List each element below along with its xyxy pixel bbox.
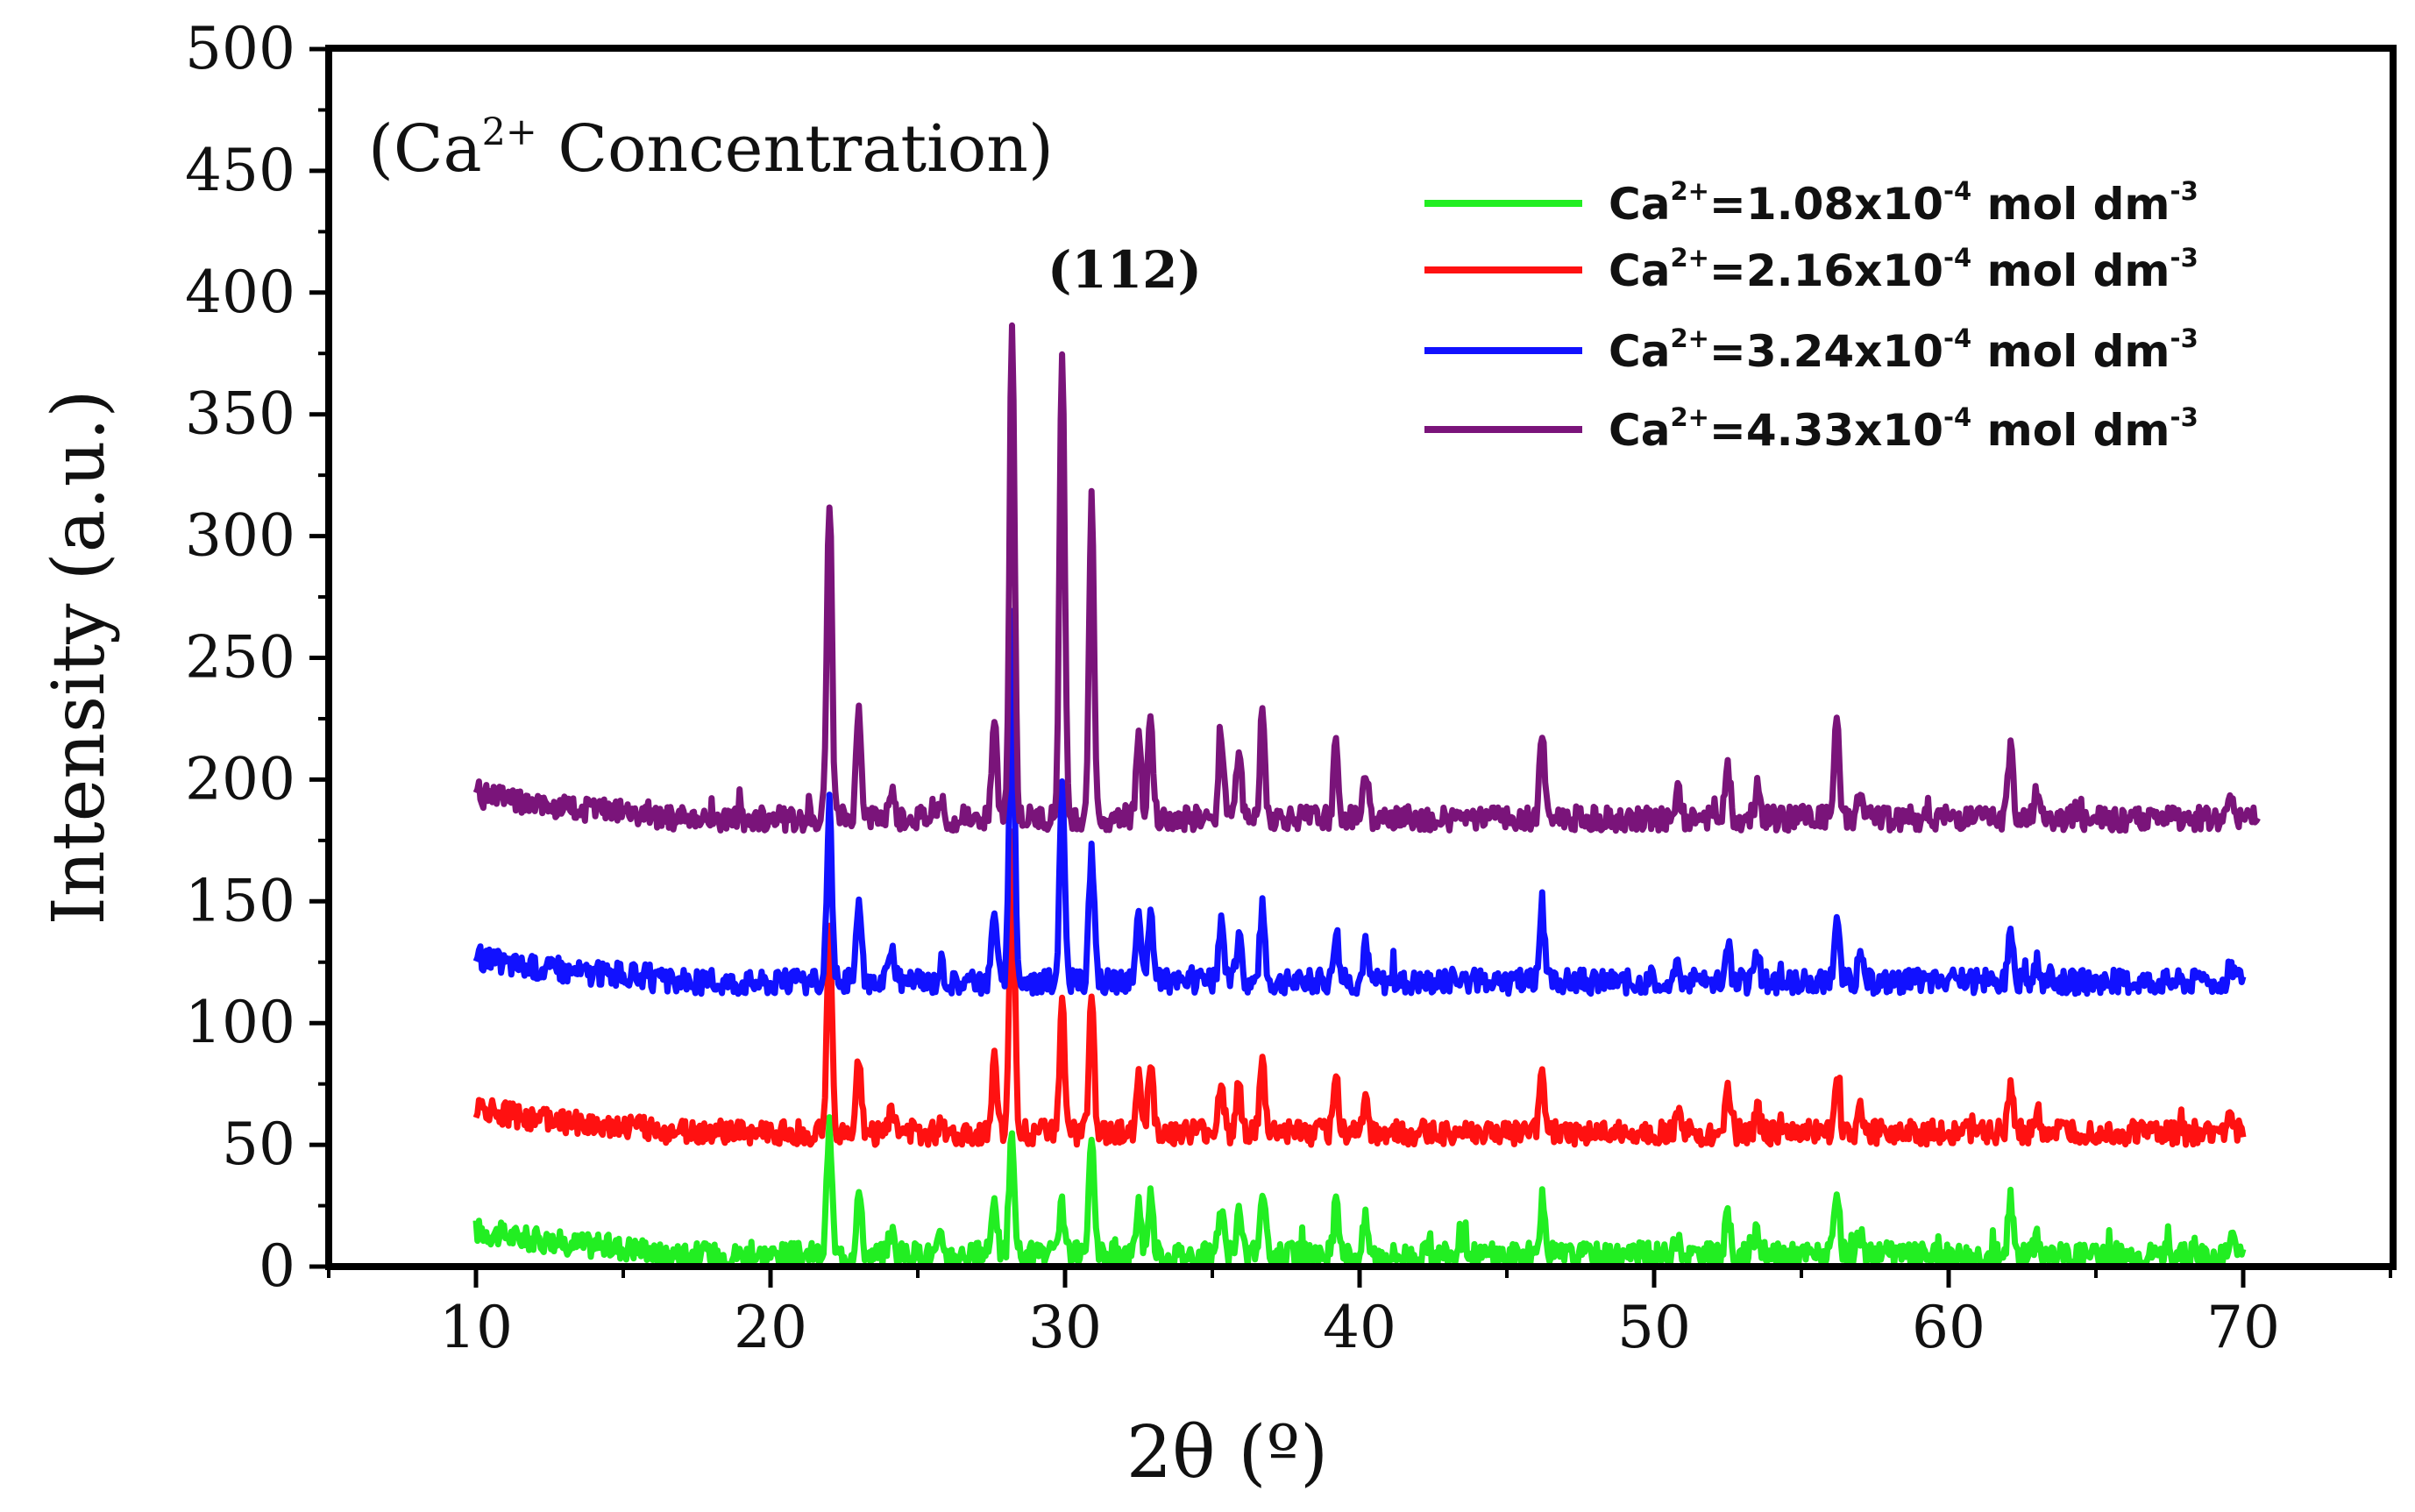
x-tick-label: 60 [1912,1294,1985,1361]
x-tick-label: 30 [1028,1294,1102,1361]
concentration-annotation: (Ca2+ Concentration) [368,110,1054,187]
y-tick-label: 400 [185,259,295,326]
x-axis-title: 2θ (º) [1126,1411,1328,1494]
legend-label-4: Ca2+=4.33x10-4 mol dm-3 [1609,402,2198,456]
y-tick-label: 150 [185,867,295,934]
axis-ticks: 0 50 100 150 200 250 300 350 400 450 500 10 20 30 40 50… [185,15,2392,1361]
y-tick-label: 250 [185,624,295,692]
y-tick-label: 0 [259,1232,295,1300]
legend-label-2: Ca2+=2.16x10-4 mol dm-3 [1609,243,2198,296]
y-tick-label: 100 [185,989,295,1056]
series-line-3 [472,607,2247,997]
y-tick-label: 50 [222,1111,295,1178]
x-tick-label: 20 [734,1294,807,1361]
series-line-2 [472,828,2247,1148]
y-tick-label: 300 [185,502,295,570]
series-line-4 [472,322,2261,834]
legend-label-3: Ca2+=3.24x10-4 mol dm-3 [1609,323,2198,377]
plot-frame [325,45,2397,1270]
legend: Ca2+=1.08x10-4 mol dm-3 Ca2+=2.16x10-4 mo… [1424,176,2198,456]
peak-label-112: (112) [1048,240,1202,300]
y-tick-label: 200 [185,745,295,813]
x-tick-label: 10 [439,1294,513,1361]
y-axis-title: Intensity (a.u.) [38,390,121,926]
x-tick-label: 70 [2206,1294,2280,1361]
y-tick-label: 350 [185,380,295,448]
y-tick-label: 500 [185,15,295,82]
y-tick-label: 450 [185,137,295,204]
legend-label-1: Ca2+=1.08x10-4 mol dm-3 [1609,176,2198,230]
x-tick-label: 40 [1323,1294,1396,1361]
x-tick-label: 50 [1617,1294,1691,1361]
series-layer [472,322,2261,1270]
